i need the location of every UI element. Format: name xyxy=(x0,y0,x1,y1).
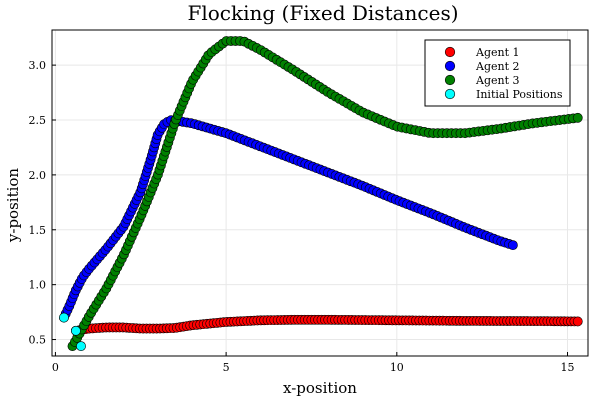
data-points xyxy=(59,36,583,352)
series-1 xyxy=(71,314,583,336)
y-tick-label: 2.0 xyxy=(29,169,47,182)
series-3 xyxy=(67,36,583,352)
data-point xyxy=(572,112,583,123)
legend-marker-agent-2 xyxy=(444,60,456,72)
x-tick-label: 15 xyxy=(561,361,575,374)
legend-marker-initial-positions xyxy=(444,88,456,100)
y-tick-label: 1.5 xyxy=(29,224,47,237)
legend-marker-agent-3 xyxy=(444,74,456,86)
data-point xyxy=(59,312,69,323)
data-point xyxy=(71,325,81,336)
series-4 xyxy=(59,312,86,352)
data-point xyxy=(507,240,518,251)
series-2 xyxy=(59,115,518,323)
y-tick-label: 3.0 xyxy=(29,59,47,72)
legend: Agent 1 Agent 2 Agent 3 Initial Position… xyxy=(424,39,571,107)
data-point xyxy=(76,341,86,352)
x-tick-label: 0 xyxy=(52,361,59,374)
y-tick-label: 1.0 xyxy=(29,279,47,292)
legend-label-initial-positions: Initial Positions xyxy=(476,88,563,101)
x-tick-label: 10 xyxy=(390,361,404,374)
plot-frame xyxy=(51,29,589,357)
y-axis-label: y-position xyxy=(4,168,22,244)
data-point xyxy=(572,316,583,327)
legend-label-agent-1: Agent 1 xyxy=(475,46,520,59)
axis-ticks: 0 5 10 15 0.5 1.0 1.5 2.0 2.5 3.0 xyxy=(29,59,575,374)
y-tick-label: 0.5 xyxy=(29,334,47,347)
x-tick-label: 5 xyxy=(223,361,230,374)
legend-label-agent-2: Agent 2 xyxy=(475,60,520,73)
legend-label-agent-3: Agent 3 xyxy=(475,74,520,87)
y-tick-label: 2.5 xyxy=(29,114,47,127)
chart-title: Flocking (Fixed Distances) xyxy=(187,1,458,25)
x-axis-label: x-position xyxy=(283,379,357,397)
legend-marker-agent-1 xyxy=(444,46,456,58)
